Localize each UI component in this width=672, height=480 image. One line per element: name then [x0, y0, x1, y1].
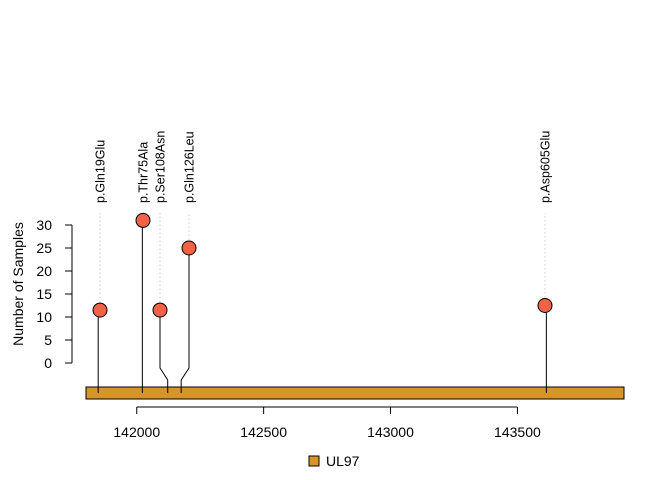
- lollipop-head: [92, 302, 108, 318]
- gene-bar-rect: [85, 386, 625, 400]
- y-tick-label: 20: [36, 263, 52, 279]
- y-tick-label: 5: [44, 332, 52, 348]
- lollipop-stem: [180, 248, 190, 393]
- lollipop-head: [181, 240, 197, 256]
- lollipop-head: [152, 302, 168, 318]
- x-tick-label: 143000: [367, 424, 414, 440]
- x-axis: 142000 142500 143000 143500: [113, 406, 541, 440]
- mutation-label: p.Gln126Leu: [183, 131, 197, 203]
- y-tick-label: 15: [36, 286, 52, 302]
- y-tick-label: 10: [36, 309, 52, 325]
- y-tick-label: 30: [36, 217, 52, 233]
- mutation-label: p.Thr75Ala: [137, 142, 151, 203]
- y-tick-label: 0: [44, 355, 52, 371]
- legend-label: UL97: [326, 453, 360, 469]
- x-tick-label: 142500: [240, 424, 287, 440]
- lollipop-stem: [159, 310, 169, 393]
- mutation-lollipops: p.Gln19Glu p.Thr75Ala p.Ser108Asn p.Gln126L…: [92, 131, 553, 393]
- mutation-label: p.Asp605Glu: [539, 131, 553, 203]
- mutation-label: p.Gln19Glu: [94, 140, 108, 203]
- gene-bar: [85, 386, 625, 400]
- legend-swatch: [308, 455, 320, 467]
- y-axis-label: Number of Samples: [10, 222, 26, 346]
- mutation-label: p.Ser108Asn: [154, 131, 168, 203]
- legend: UL97: [308, 453, 360, 469]
- x-tick-label: 142000: [113, 424, 160, 440]
- y-axis: 0 5 10 15 20 25 30: [36, 217, 73, 371]
- x-tick-label: 143500: [494, 424, 541, 440]
- lollipop-head: [537, 298, 553, 313]
- y-tick-label: 25: [36, 240, 52, 256]
- lollipop-head: [135, 212, 151, 228]
